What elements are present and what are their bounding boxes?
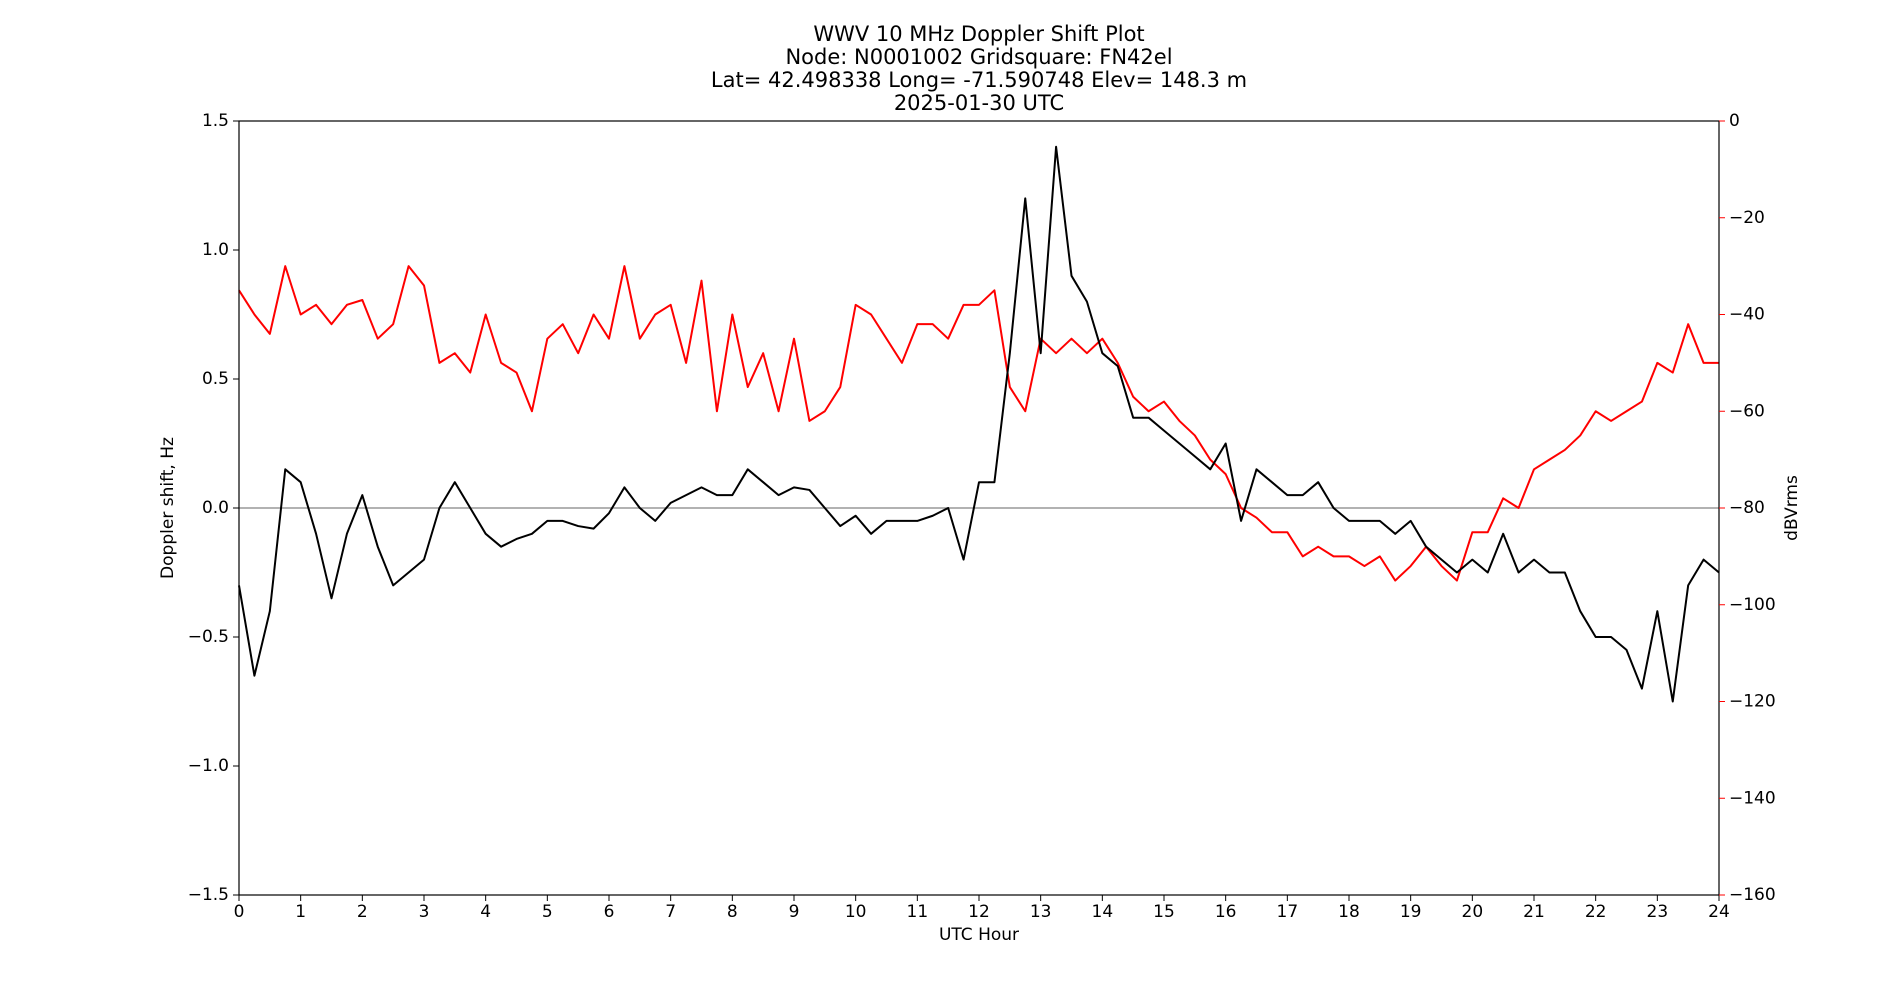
x-tick-label: 18 <box>1338 902 1360 922</box>
x-tick-label: 5 <box>542 902 553 922</box>
x-tick-label: 19 <box>1400 902 1422 922</box>
x-axis-label: UTC Hour <box>939 925 1019 945</box>
y-tick-label: −1.5 <box>188 885 229 905</box>
chart-title: Lat= 42.498338 Long= -71.590748 Elev= 14… <box>711 68 1247 92</box>
x-tick-label: 3 <box>419 902 430 922</box>
series-line <box>238 265 1719 582</box>
y2-tick-label: 0 <box>1729 111 1740 131</box>
chart-title: WWV 10 MHz Doppler Shift Plot <box>813 22 1144 46</box>
x-tick-label: 12 <box>968 902 990 922</box>
y-tick-label: 1.0 <box>202 240 229 260</box>
x-tick-label: 11 <box>907 902 929 922</box>
x-tick-label: 23 <box>1647 902 1669 922</box>
x-tick-label: 15 <box>1153 902 1175 922</box>
y2-tick-label: −60 <box>1729 401 1765 421</box>
x-tick-label: 16 <box>1215 902 1237 922</box>
x-tick-label: 14 <box>1092 902 1114 922</box>
y2-tick-label: −140 <box>1729 788 1776 808</box>
x-tick-label: 10 <box>845 902 867 922</box>
x-tick-label: 13 <box>1030 902 1052 922</box>
x-tick-label: 20 <box>1462 902 1484 922</box>
x-tick-label: 1 <box>295 902 306 922</box>
y2-axis-label: dBVrms <box>1782 475 1802 541</box>
y2-tick-label: −20 <box>1729 208 1765 228</box>
x-tick-label: 17 <box>1277 902 1299 922</box>
chart-title: Node: N0001002 Gridsquare: FN42el <box>785 45 1172 69</box>
y2-tick-label: −80 <box>1729 498 1765 518</box>
x-tick-label: 0 <box>234 902 245 922</box>
x-tick-label: 22 <box>1585 902 1607 922</box>
y-tick-label: 0.0 <box>202 498 229 518</box>
x-tick-label: 7 <box>665 902 676 922</box>
y-tick-label: −0.5 <box>188 627 229 647</box>
y2-tick-label: −160 <box>1729 885 1776 905</box>
x-tick-label: 24 <box>1708 902 1730 922</box>
y-tick-label: 1.5 <box>202 111 229 131</box>
x-tick-label: 4 <box>480 902 491 922</box>
x-tick-label: 9 <box>789 902 800 922</box>
y2-tick-label: −40 <box>1729 305 1765 325</box>
x-tick-label: 8 <box>727 902 738 922</box>
chart-title: 2025-01-30 UTC <box>894 91 1064 115</box>
series-line <box>238 145 1720 703</box>
y2-tick-label: −100 <box>1729 595 1776 615</box>
x-tick-label: 6 <box>604 902 615 922</box>
x-tick-label: 2 <box>357 902 368 922</box>
x-tick-label: 21 <box>1523 902 1545 922</box>
y2-tick-label: −120 <box>1729 692 1776 712</box>
y-tick-label: −1.0 <box>188 756 229 776</box>
y-axis-label: Doppler shift, Hz <box>158 437 178 579</box>
y-tick-label: 0.5 <box>202 369 229 389</box>
